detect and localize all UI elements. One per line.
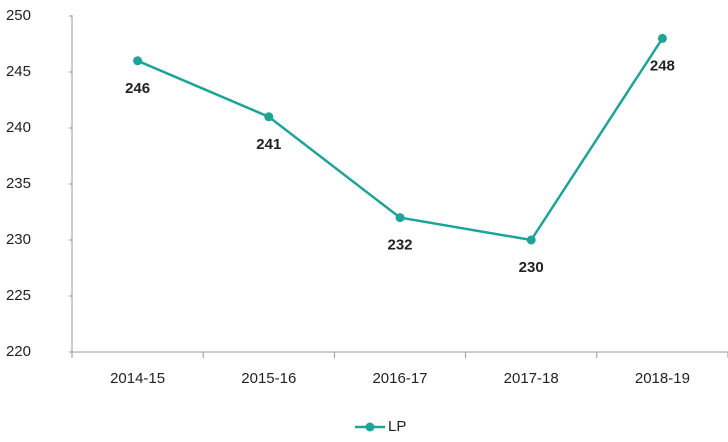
x-tick-label: 2014-15: [110, 370, 165, 387]
x-tick-label: 2016-17: [372, 370, 427, 387]
point: [657, 33, 667, 43]
y-tick-label: 240: [6, 119, 31, 136]
y-tick-label: 225: [6, 287, 31, 304]
x-tick-label: 2017-18: [504, 370, 559, 387]
y-tick-label: 235: [6, 175, 31, 192]
x-tick-label: 2015-16: [241, 370, 296, 387]
data-label: 241: [256, 136, 281, 153]
data-label: 230: [519, 259, 544, 276]
data-label: 232: [387, 237, 412, 254]
y-tick-label: 230: [6, 231, 31, 248]
point: [133, 56, 143, 66]
y-tick-label: 250: [6, 7, 31, 24]
legend-marker: [365, 422, 375, 432]
point: [395, 213, 405, 223]
legend-label: LP: [388, 418, 406, 435]
x-tick-label: 2018-19: [635, 370, 690, 387]
data-label: 246: [125, 80, 150, 97]
point: [264, 112, 274, 122]
y-tick-label: 245: [6, 63, 31, 80]
series-line: [137, 37, 664, 242]
y-tick-label: 220: [6, 343, 31, 360]
data-label: 248: [650, 57, 675, 74]
point: [526, 235, 536, 245]
